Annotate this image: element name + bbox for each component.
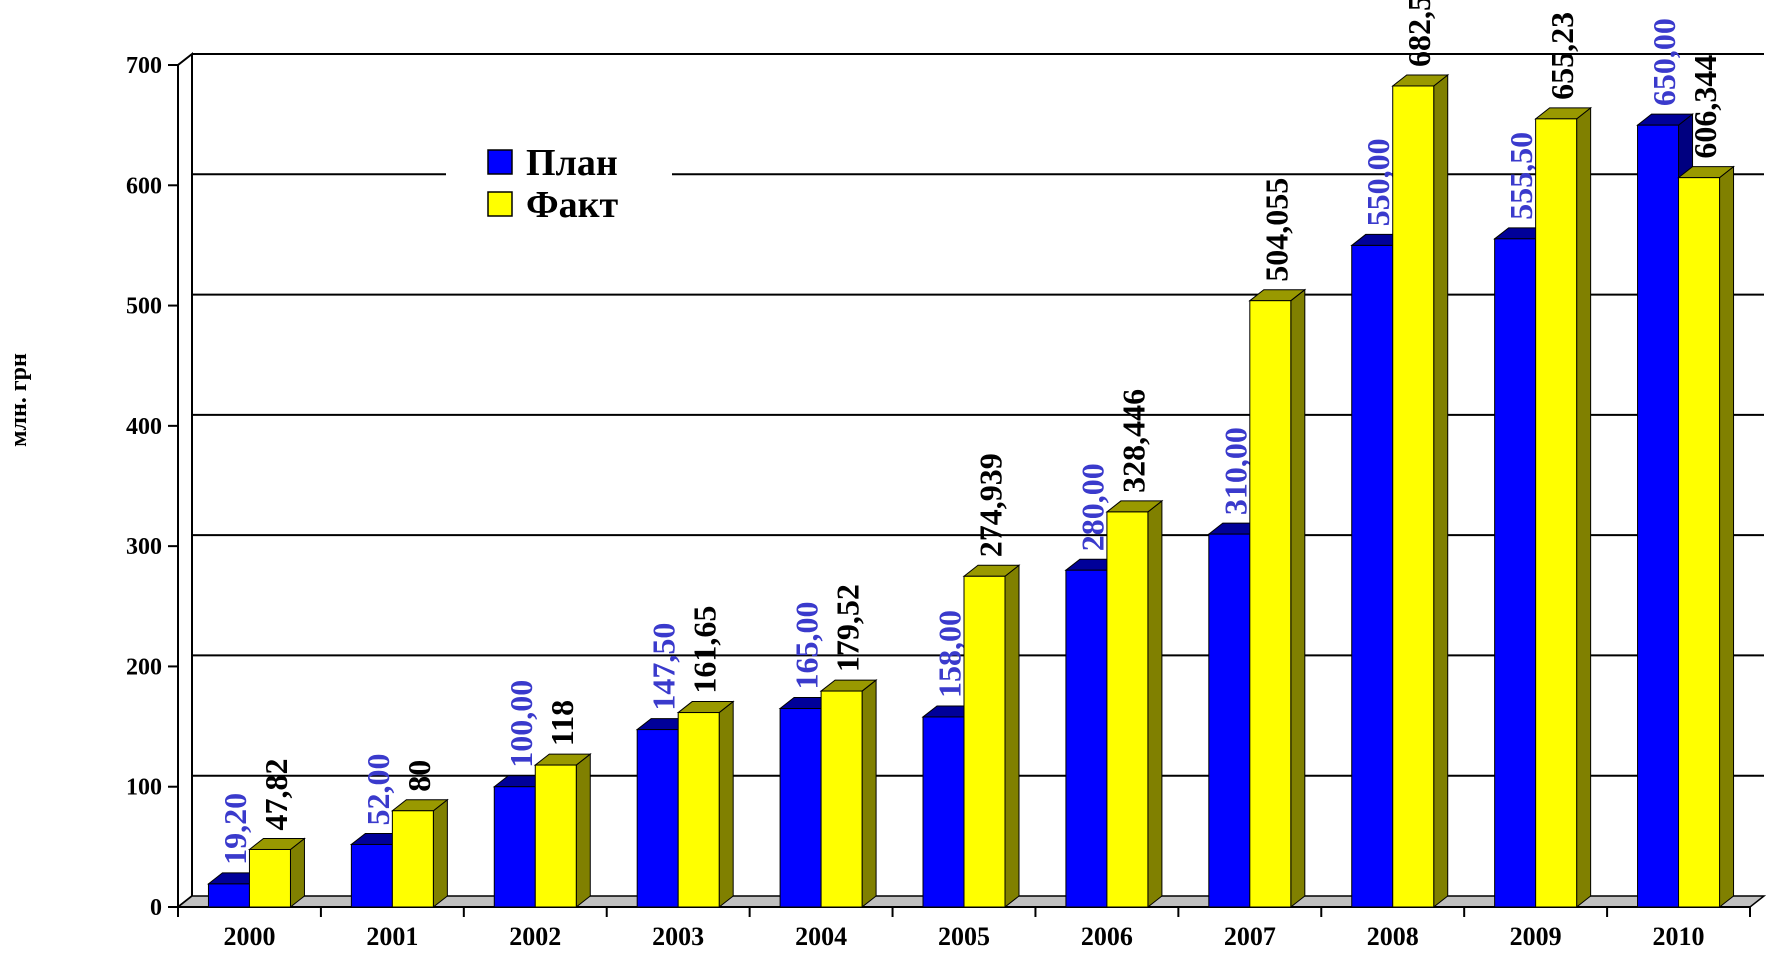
data-label: 504,055 <box>1258 178 1294 282</box>
bar <box>779 708 822 908</box>
bar <box>1392 85 1435 908</box>
bar <box>636 729 679 908</box>
bar <box>1106 511 1149 908</box>
data-label: 52,00 <box>360 753 396 825</box>
data-label: 47,82 <box>258 758 294 830</box>
bar <box>248 848 291 908</box>
data-label: 310,00 <box>1217 427 1253 515</box>
x-tick-label: 2000 <box>223 922 275 951</box>
legend-label: Факт <box>526 184 619 226</box>
y-tick-label: 0 <box>150 895 162 921</box>
bar <box>207 883 250 908</box>
bar <box>1351 244 1394 908</box>
x-tick-label: 2010 <box>1653 922 1705 951</box>
data-label: 165,00 <box>789 602 825 690</box>
bar <box>963 575 1006 908</box>
x-tick-label: 2005 <box>938 922 990 951</box>
y-tick-label: 300 <box>126 534 162 560</box>
x-tick-label: 2009 <box>1510 922 1562 951</box>
data-label: 100,00 <box>503 680 539 768</box>
bar <box>1637 124 1680 908</box>
wall <box>177 51 193 910</box>
data-label: 328,446 <box>1115 389 1151 493</box>
bar-side <box>1004 564 1020 909</box>
x-tick-label: 2007 <box>1224 922 1276 951</box>
data-label: 179,52 <box>830 584 866 672</box>
x-tick-label: 2008 <box>1367 922 1419 951</box>
bar <box>677 712 720 908</box>
y-tick-label: 100 <box>126 775 162 801</box>
data-label: 555,50 <box>1503 132 1539 220</box>
y-tick-label: 400 <box>126 414 162 440</box>
bar <box>350 843 393 908</box>
legend-label: План <box>526 142 618 184</box>
data-label: 650,00 <box>1646 18 1682 106</box>
y-tick-label: 500 <box>126 294 162 320</box>
legend-swatch <box>487 149 513 175</box>
bar <box>1535 118 1578 908</box>
x-tick-label: 2006 <box>1081 922 1133 951</box>
bar <box>1249 300 1292 908</box>
data-label: 161,65 <box>687 606 723 694</box>
data-label: 655,23 <box>1544 12 1580 100</box>
bar <box>493 786 536 908</box>
bar-side <box>861 679 877 909</box>
bar <box>1494 238 1537 908</box>
bar <box>820 690 863 908</box>
data-label: 682,578 <box>1401 0 1437 67</box>
bar-side <box>1290 288 1306 909</box>
data-label: 19,20 <box>217 793 253 865</box>
bar <box>534 764 577 908</box>
data-label: 80 <box>401 760 437 792</box>
data-label: 147,50 <box>646 623 682 711</box>
bar-side <box>1147 499 1163 909</box>
x-tick-label: 2003 <box>652 922 704 951</box>
bar <box>1208 533 1251 908</box>
bar <box>1065 569 1108 908</box>
data-label: 606,344 <box>1687 55 1723 159</box>
bar-side <box>289 837 305 909</box>
legend-swatch <box>487 191 513 217</box>
bar <box>1678 177 1721 908</box>
data-label: 274,939 <box>973 453 1009 557</box>
x-tick-label: 2001 <box>366 922 418 951</box>
bar-side <box>575 753 591 909</box>
x-tick-label: 2002 <box>509 922 561 951</box>
bar <box>391 810 434 908</box>
data-label: 280,00 <box>1074 463 1110 551</box>
bar-side <box>718 700 734 909</box>
y-tick-label: 200 <box>126 654 162 680</box>
data-label: 550,00 <box>1360 138 1396 226</box>
y-tick-label: 600 <box>126 173 162 199</box>
data-label: 118 <box>544 700 580 746</box>
bar <box>922 716 965 908</box>
bar-side <box>432 798 448 909</box>
bar-side <box>1719 165 1735 909</box>
x-tick-label: 2004 <box>795 922 847 951</box>
y-tick-label: 700 <box>126 53 162 79</box>
bar-side <box>1433 73 1449 909</box>
bar-side <box>1576 106 1592 909</box>
data-label: 158,00 <box>932 610 968 698</box>
legend-box <box>446 138 672 228</box>
y-axis-label: млн. грн <box>6 353 32 447</box>
